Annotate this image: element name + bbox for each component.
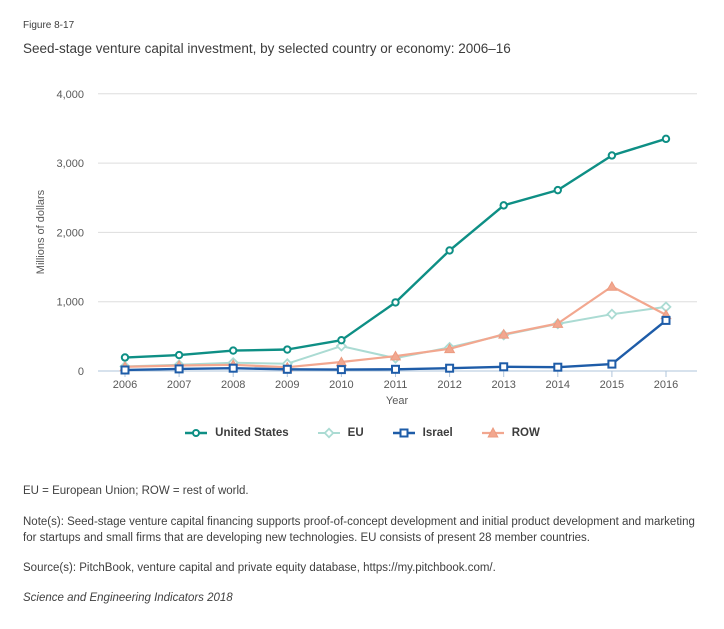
marker-diamond	[335, 340, 348, 352]
legend-marker-diamond-icon	[317, 427, 340, 439]
marker-triangle	[389, 350, 402, 361]
marker-circle	[499, 201, 508, 210]
marker-circle	[607, 151, 617, 160]
marker-circle	[337, 335, 346, 345]
x-tick-label: 2009	[275, 379, 299, 391]
marker-triangle	[443, 343, 456, 354]
marker-square	[120, 365, 130, 375]
figure-number: Figure 8-17	[23, 20, 75, 31]
series-markers-eu	[119, 301, 672, 373]
marker-circle	[445, 246, 454, 255]
legend-label-united-states: United States	[215, 427, 289, 439]
marker-square	[282, 364, 292, 374]
marker-square	[391, 364, 400, 374]
y-axis-title: Millions of dollars	[35, 189, 47, 274]
marker-circle	[283, 345, 292, 354]
x-tick-label: 2016	[654, 379, 678, 391]
marker-circle	[391, 298, 400, 307]
x-tick-label: 2006	[113, 379, 137, 391]
abbreviation-note: EU = European Union; ROW = rest of world…	[23, 485, 249, 497]
y-tick-label: 1,000	[56, 297, 84, 309]
marker-diamond	[606, 308, 618, 320]
x-axis-title: Year	[386, 395, 409, 407]
marker-circle	[661, 134, 671, 144]
marker-square	[553, 362, 563, 372]
legend-label-eu: EU	[347, 427, 364, 439]
marker-triangle	[552, 317, 564, 328]
marker-triangle	[498, 328, 510, 339]
y-tick-label: 3,000	[56, 158, 84, 170]
report-attribution: Science and Engineering Indicators 2018	[23, 592, 233, 604]
marker-square	[174, 364, 184, 374]
chart-legend: United States EU Israel ROW	[0, 427, 724, 439]
x-tick-label: 2007	[167, 379, 191, 391]
x-tick-label: 2014	[546, 379, 570, 391]
marker-circle	[120, 353, 130, 362]
notes-text: Note(s): Seed-stage venture capital fina…	[23, 516, 695, 544]
source-text: Source(s): PitchBook, venture capital an…	[23, 562, 496, 574]
legend-marker-square-icon	[392, 428, 415, 438]
marker-circle	[174, 350, 184, 360]
x-tick-label: 2008	[221, 379, 245, 391]
legend-item-row: ROW	[481, 427, 540, 439]
legend-label-row: ROW	[511, 427, 540, 439]
legend-item-israel: Israel	[392, 427, 453, 439]
legend-item-eu: EU	[317, 427, 364, 439]
legend-label-israel: Israel	[422, 427, 453, 439]
legend-marker-circle-icon	[185, 429, 208, 437]
x-tick-label: 2011	[384, 379, 408, 391]
y-tick-label: 0	[78, 366, 84, 378]
legend-marker-triangle-icon	[481, 427, 504, 438]
marker-circle	[553, 185, 562, 195]
series-line-united-states	[123, 137, 668, 359]
marker-square	[445, 363, 455, 373]
legend-item-united-states: United States	[184, 427, 289, 439]
series-markers-row	[119, 280, 672, 372]
y-tick-label: 4,000	[56, 89, 84, 101]
series-markers-israel	[120, 315, 671, 375]
figure-title: Seed-stage venture capital investment, b…	[23, 41, 511, 56]
marker-triangle	[606, 280, 618, 291]
marker-square	[228, 363, 238, 373]
series-markers-united-states	[120, 134, 671, 362]
x-tick-label: 2013	[491, 379, 515, 391]
marker-circle	[229, 346, 238, 355]
marker-square	[499, 362, 509, 372]
line-chart: 0 1,000 2,000 3,000 4,000 2006 2007 2008 2009 201…	[35, 89, 697, 407]
marker-square	[661, 315, 671, 325]
x-tick-label: 2012	[437, 379, 461, 391]
x-tick-label: 2010	[329, 379, 353, 391]
marker-square	[607, 359, 617, 369]
x-tick-label: 2015	[600, 379, 624, 391]
marker-square	[336, 365, 346, 375]
y-tick-label: 2,000	[56, 227, 84, 239]
